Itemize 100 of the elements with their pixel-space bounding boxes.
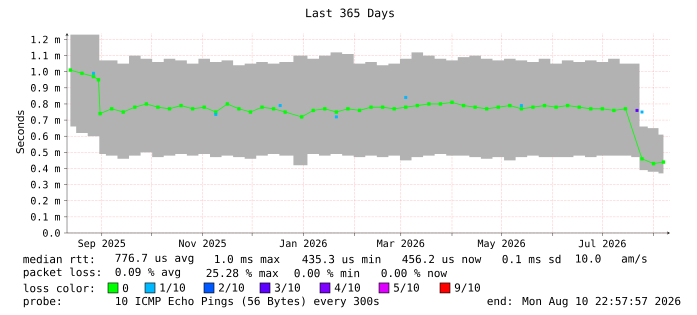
legend-label: 1/10 [160, 283, 185, 293]
text: packet loss: [24, 268, 100, 278]
y-tick-label: 0.3 m [31, 180, 60, 188]
legend-label: 2/10 [219, 283, 244, 293]
point [68, 68, 72, 72]
point [520, 104, 523, 108]
legend-label: 9/10 [454, 283, 480, 293]
text: 0.00 % now [382, 268, 448, 278]
point [226, 102, 230, 106]
point [323, 107, 326, 110]
point [369, 105, 373, 109]
text: 1.0 ms max [215, 254, 280, 264]
point [508, 104, 512, 108]
x-tick-label: Jan 2026 [280, 240, 327, 248]
text: 25.28 % max [206, 268, 278, 278]
point [392, 107, 396, 110]
point [190, 107, 194, 110]
x-tick-label: Sep 2025 [78, 240, 126, 250]
point [542, 104, 546, 108]
point [312, 108, 315, 112]
text: loss color: [24, 284, 94, 292]
point [278, 104, 282, 108]
text: end: Mon Aug 10 22:57:57 2026 [487, 296, 680, 308]
y-tick-label: 0.6 m [31, 132, 60, 140]
y-tick-label: 1.1 m [32, 52, 60, 60]
point [237, 107, 241, 110]
point [202, 105, 206, 109]
point [438, 102, 442, 106]
point [346, 107, 350, 110]
point [600, 107, 604, 110]
point [110, 107, 114, 110]
point [589, 107, 592, 110]
text: 776.7 us avg [116, 254, 194, 264]
x-tick-label: Mar 2026 [377, 240, 424, 248]
y-axis-title: Seconds [16, 110, 24, 154]
legend-label: 5/10 [394, 283, 419, 293]
point [96, 78, 100, 82]
point [122, 110, 125, 114]
x-tick-label: Jul 2026 [578, 240, 626, 248]
text: 435.3 us min [302, 254, 380, 264]
point [133, 105, 137, 109]
y-tick-label: 0.0 [43, 229, 60, 237]
y-tick-label: 0.7 m [31, 116, 60, 124]
y-tick-label: 1.0 m [32, 68, 60, 76]
point [404, 105, 408, 109]
text: 0.09 % avg [116, 268, 180, 278]
x-tick-label: Nov 2025 [179, 240, 226, 248]
y-tick-label: 0.9 m [31, 84, 60, 92]
point [473, 105, 477, 109]
point [214, 112, 218, 116]
text: 10.0 am/s [576, 254, 647, 264]
point [450, 100, 454, 104]
y-tick-label: 0.1 m [31, 213, 60, 221]
point [484, 107, 488, 110]
point [168, 107, 172, 110]
text: 0.1 ms sd [502, 254, 560, 264]
y-tick-label: 0.5 m [31, 148, 60, 156]
point [358, 108, 362, 112]
point [272, 107, 276, 110]
point [404, 96, 408, 100]
point [260, 105, 264, 109]
point [334, 115, 338, 118]
text: median rtt: [23, 254, 94, 264]
y-tick-label: 0.2 m [31, 196, 60, 205]
y-tick-label: 0.4 m [31, 164, 60, 172]
chart-title: Last 365 Days [306, 8, 394, 20]
point [416, 104, 420, 108]
point [156, 105, 160, 109]
point [566, 104, 570, 108]
point [640, 157, 644, 160]
legend-label: 3/10 [274, 283, 300, 293]
point [80, 72, 84, 76]
text: probe: [24, 296, 60, 308]
point [636, 108, 639, 112]
point [427, 102, 431, 106]
point [652, 162, 656, 166]
text: 456.2 us now [402, 254, 482, 264]
point [380, 105, 384, 109]
point [640, 110, 644, 114]
point [462, 104, 466, 108]
point [554, 105, 558, 109]
point [283, 110, 287, 114]
x-tick-label: May 2026 [478, 240, 525, 250]
legend-label: 0 [122, 284, 128, 292]
point [624, 107, 628, 110]
point [179, 104, 183, 108]
point [98, 112, 102, 116]
point [496, 105, 500, 109]
point [144, 102, 148, 106]
point [334, 110, 338, 114]
point [578, 105, 581, 109]
point [300, 115, 304, 119]
point [92, 72, 96, 75]
text: 10 ICMP Echo Pings (56 Bytes) every 300s [116, 296, 379, 308]
text: 0.00 % min [294, 268, 360, 278]
y-tick-label: 1.2 m [32, 36, 60, 44]
point [531, 105, 535, 109]
point [520, 107, 524, 110]
y-tick-label: 0.8 m [31, 100, 60, 108]
point [612, 108, 616, 112]
